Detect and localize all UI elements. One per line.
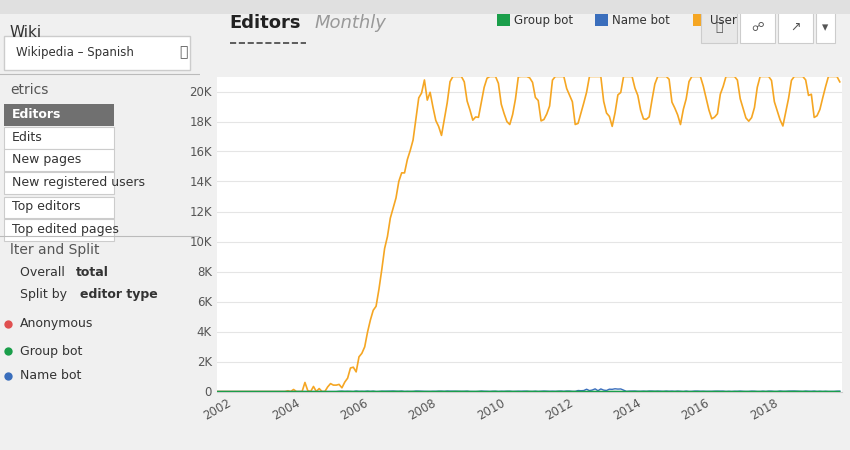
Text: ↗: ↗ <box>790 21 801 34</box>
Text: ▾: ▾ <box>822 21 829 34</box>
FancyBboxPatch shape <box>4 36 190 70</box>
Text: Overall: Overall <box>20 266 69 279</box>
Text: lter and Split: lter and Split <box>10 243 99 257</box>
Text: Group bot: Group bot <box>20 345 82 357</box>
Text: Editors: Editors <box>12 108 61 121</box>
FancyBboxPatch shape <box>4 219 114 241</box>
FancyBboxPatch shape <box>4 127 114 148</box>
Text: Editors: Editors <box>230 14 301 32</box>
FancyBboxPatch shape <box>4 104 114 126</box>
Text: Split by: Split by <box>20 288 71 301</box>
Text: ☍: ☍ <box>751 21 763 34</box>
Text: New pages: New pages <box>12 153 82 166</box>
Text: etrics: etrics <box>10 83 48 97</box>
FancyBboxPatch shape <box>4 149 114 171</box>
Text: Name bot: Name bot <box>612 14 670 27</box>
Text: Name bot: Name bot <box>20 369 82 382</box>
Text: ⤓: ⤓ <box>716 21 722 34</box>
Text: editor type: editor type <box>80 288 157 301</box>
Text: Top editors: Top editors <box>12 201 81 213</box>
Text: New registered users: New registered users <box>12 176 145 189</box>
FancyBboxPatch shape <box>4 172 114 194</box>
Text: Top edited pages: Top edited pages <box>12 223 119 236</box>
Text: Monthly: Monthly <box>314 14 387 32</box>
Text: Wiki: Wiki <box>10 25 43 40</box>
Text: Edits: Edits <box>12 131 43 144</box>
Text: ⌕: ⌕ <box>179 45 188 60</box>
Text: Group bot: Group bot <box>514 14 574 27</box>
Text: total: total <box>76 266 109 279</box>
FancyBboxPatch shape <box>4 197 114 218</box>
Text: Wikipedia – Spanish: Wikipedia – Spanish <box>16 46 133 59</box>
Text: Anonymous: Anonymous <box>20 318 94 330</box>
Text: User: User <box>710 14 737 27</box>
